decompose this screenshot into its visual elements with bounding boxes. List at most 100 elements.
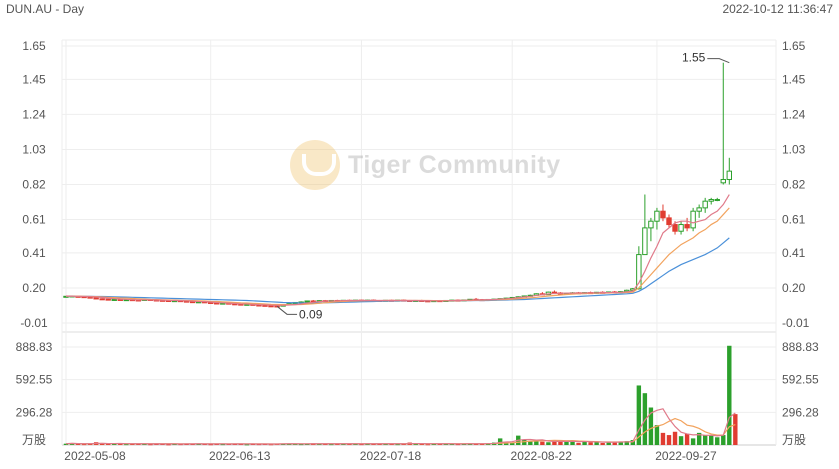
y-tick-label-left: 0.61 xyxy=(22,213,46,227)
volume-bar xyxy=(576,442,581,445)
volume-bar xyxy=(672,431,678,445)
candle-body xyxy=(702,200,708,209)
volume-bar xyxy=(112,443,117,445)
volume-bar xyxy=(425,444,430,446)
candle-body xyxy=(111,298,117,301)
y-tick-label-left: 1.45 xyxy=(22,72,46,86)
volume-bar xyxy=(335,443,340,445)
volume-bar xyxy=(202,444,207,446)
volume-bar xyxy=(582,441,587,445)
volume-bar xyxy=(678,436,684,445)
high-annotation-label: 1.55 xyxy=(682,51,706,65)
candle-body xyxy=(720,178,726,184)
volume-unit-left: 万股 xyxy=(22,433,46,447)
volume-tick-label-left: 888.83 xyxy=(16,340,53,354)
volume-bar xyxy=(148,444,153,446)
volume-bar xyxy=(329,444,334,446)
timestamp: 2022-10-12 11:36:47 xyxy=(722,2,833,16)
volume-bar xyxy=(383,444,388,446)
low-annotation-label: 0.09 xyxy=(299,307,323,321)
volume-bar xyxy=(497,438,503,445)
volume-tick-label-left: 592.55 xyxy=(16,373,53,387)
volume-bar xyxy=(594,441,599,445)
grid xyxy=(61,39,777,446)
volume-bar xyxy=(666,435,672,445)
candle-body xyxy=(714,199,720,202)
volume-bar xyxy=(702,435,708,445)
volume-bar xyxy=(377,443,382,445)
y-tick-label-right: 1.24 xyxy=(782,107,806,121)
volume-bar xyxy=(431,443,437,445)
high-annotation-leader xyxy=(707,58,730,64)
candle-body xyxy=(660,210,666,219)
candle-body xyxy=(636,254,642,290)
volume-bar xyxy=(106,444,111,446)
y-tick-label-right: 0.82 xyxy=(782,178,806,192)
volume-bar xyxy=(534,440,539,445)
x-tick-label: 2022-07-18 xyxy=(360,449,422,463)
axes: 1.65 1.65 1.45 1.45 1.24 1.24 1.03 1.03 0.82 0.82… xyxy=(16,39,819,463)
volume-tick-label-right: 592.55 xyxy=(782,373,819,387)
volume-bar xyxy=(99,443,105,445)
volume-bar xyxy=(75,443,81,445)
volume-panel xyxy=(63,345,738,446)
volume-tick-label-right: 296.28 xyxy=(782,405,819,419)
volume-bar xyxy=(479,443,485,445)
volume-bar xyxy=(142,444,147,446)
volume-bar xyxy=(401,443,406,445)
volume-ma5-line xyxy=(65,408,736,445)
volume-bar xyxy=(606,442,611,445)
candle-body xyxy=(672,224,678,232)
volume-bar xyxy=(558,441,563,445)
volume-bar xyxy=(244,444,250,446)
volume-bar xyxy=(81,444,87,446)
volume-bar xyxy=(473,443,479,445)
volume-bar xyxy=(317,444,322,446)
candle-body xyxy=(105,298,111,301)
ma5-line xyxy=(65,194,730,306)
volume-bar xyxy=(268,444,274,446)
y-tick-label-right: 1.45 xyxy=(782,72,806,86)
y-tick-label-right: 0.41 xyxy=(782,246,806,260)
volume-bar xyxy=(256,444,262,446)
volume-bar xyxy=(172,444,177,446)
volume-bar xyxy=(696,432,702,445)
volume-bar xyxy=(136,443,141,445)
x-tick-label: 2022-05-08 xyxy=(64,449,126,463)
volume-bar xyxy=(238,444,244,446)
volume-bar xyxy=(552,440,557,445)
candle-body xyxy=(304,300,310,303)
y-tick-label-left: 1.65 xyxy=(22,39,46,53)
volume-bar xyxy=(630,440,636,445)
volume-bar xyxy=(166,444,171,446)
volume-bar xyxy=(371,443,376,445)
volume-bar xyxy=(588,442,593,445)
candle-body xyxy=(666,217,672,226)
volume-bar xyxy=(660,432,666,445)
candle-body xyxy=(690,210,696,229)
volume-bar xyxy=(624,441,629,445)
volume-bar xyxy=(715,437,720,445)
volume-bar xyxy=(63,443,69,445)
volume-bar xyxy=(546,442,551,445)
volume-bar xyxy=(449,444,455,446)
x-tick-label: 2022-08-22 xyxy=(511,449,573,463)
candle-body xyxy=(654,210,660,222)
volume-ma10-line xyxy=(65,417,736,445)
volume-tick-label-left: 296.28 xyxy=(16,405,53,419)
candle-body xyxy=(93,297,99,300)
tiger-logo-icon xyxy=(290,140,340,190)
ma20-line xyxy=(66,237,730,304)
volume-bar xyxy=(600,443,605,445)
y-tick-label-left: 0.41 xyxy=(22,246,46,260)
volume-bar xyxy=(648,407,654,445)
volume-bar xyxy=(642,393,648,445)
volume-bar xyxy=(540,441,545,445)
candle-body xyxy=(708,199,714,202)
volume-bar xyxy=(413,444,418,446)
candle-body xyxy=(99,298,105,301)
y-tick-label-right: 1.65 xyxy=(782,39,806,53)
volume-bar xyxy=(208,444,213,446)
candle-body xyxy=(648,220,654,229)
volume-bar xyxy=(298,444,304,446)
